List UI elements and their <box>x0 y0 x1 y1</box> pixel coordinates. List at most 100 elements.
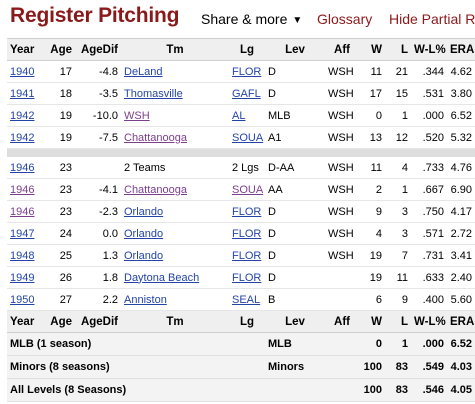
col-header-year[interactable]: Year <box>7 310 43 333</box>
aff-cell: WSH <box>325 200 359 223</box>
league-link[interactable]: FLOR <box>232 271 262 284</box>
col-header-agedif[interactable]: AgeDif <box>75 310 121 333</box>
league-link[interactable]: GAFL <box>232 87 261 100</box>
agedif-cell: 1.8 <box>75 266 121 289</box>
register-pitching-table: Year Age AgeDif Tm Lg Lev Aff W L W-L% E… <box>7 38 475 402</box>
wlpct-cell: .731 <box>411 244 447 267</box>
year-link[interactable]: 1942 <box>10 109 35 122</box>
losses-cell: 9 <box>385 288 411 311</box>
col-header-aff[interactable]: Aff <box>325 38 359 61</box>
age-cell: 17 <box>43 60 75 83</box>
league-link[interactable]: FLOR <box>232 205 262 218</box>
col-header-tm[interactable]: Tm <box>121 310 229 333</box>
year-link[interactable]: 1941 <box>10 87 35 100</box>
col-header-agedif[interactable]: AgeDif <box>75 38 121 61</box>
col-header-lg[interactable]: Lg <box>229 38 265 61</box>
col-header-aff[interactable]: Aff <box>325 310 359 333</box>
glossary-link[interactable]: Glossary <box>317 11 373 27</box>
league-link[interactable]: SOUA <box>232 183 264 196</box>
col-header-wlpct[interactable]: W-L% <box>411 38 447 61</box>
losses-cell: 1 <box>385 104 411 127</box>
year-link[interactable]: 1948 <box>10 249 35 262</box>
wins-cell: 9 <box>359 200 385 223</box>
level-cell: B <box>265 288 325 311</box>
agedif-cell: 2.2 <box>75 288 121 311</box>
col-header-year[interactable]: Year <box>7 38 43 61</box>
league-link[interactable]: AL <box>232 109 246 122</box>
col-header-era[interactable]: ERA <box>447 38 475 61</box>
table-footer-header-row: Year Age AgeDif Tm Lg Lev Aff W L W-L% E… <box>7 310 475 333</box>
col-header-lev[interactable]: Lev <box>265 310 325 333</box>
col-header-tm[interactable]: Tm <box>121 38 229 61</box>
team-link[interactable]: Daytona Beach <box>124 271 200 284</box>
totals-aff <box>325 378 359 402</box>
level-cell: AA <box>265 178 325 201</box>
page-title: Register Pitching <box>10 4 180 27</box>
aff-cell: WSH <box>325 157 359 179</box>
col-header-lev[interactable]: Lev <box>265 38 325 61</box>
year-link[interactable]: 1940 <box>10 65 35 78</box>
col-header-age[interactable]: Age <box>43 38 75 61</box>
level-cell: D <box>265 244 325 267</box>
col-header-w[interactable]: W <box>359 38 385 61</box>
share-more-menu[interactable]: Share & more ▼ <box>201 11 302 27</box>
wlpct-cell: .750 <box>411 200 447 223</box>
agedif-cell <box>75 157 121 179</box>
team-link[interactable]: DeLand <box>124 65 163 78</box>
totals-era: 4.03 <box>447 355 475 379</box>
share-more-label: Share & more <box>201 11 288 27</box>
team-link[interactable]: Chattanooga <box>124 183 187 196</box>
table-row: 1947 24 0.0 Orlando FLOR D WSH 4 3 .571 … <box>7 222 475 245</box>
totals-aff <box>325 332 359 356</box>
agedif-cell: -7.5 <box>75 126 121 149</box>
age-cell: 27 <box>43 288 75 311</box>
league-link[interactable]: FLOR <box>232 227 262 240</box>
col-header-w[interactable]: W <box>359 310 385 333</box>
year-link[interactable]: 1950 <box>10 293 35 306</box>
wlpct-cell: .667 <box>411 178 447 201</box>
league-link[interactable]: SOUA <box>232 131 264 144</box>
year-link[interactable]: 1949 <box>10 271 35 284</box>
year-link[interactable]: 1946 <box>10 183 35 196</box>
year-link[interactable]: 1946 <box>10 205 35 218</box>
team-link[interactable]: WSH <box>124 109 150 122</box>
totals-label: All Levels (8 Seasons) <box>7 378 265 402</box>
age-cell: 26 <box>43 266 75 289</box>
era-cell: 6.52 <box>447 104 475 127</box>
level-cell: MLB <box>265 104 325 127</box>
league-link[interactable]: SEAL <box>232 293 261 306</box>
team-link[interactable]: Thomasville <box>124 87 183 100</box>
totals-wins: 100 <box>359 378 385 402</box>
team-link[interactable]: Orlando <box>124 249 164 262</box>
wlpct-cell: .344 <box>411 60 447 83</box>
col-header-era[interactable]: ERA <box>447 310 475 333</box>
era-cell: 4.76 <box>447 157 475 179</box>
league-link[interactable]: FLOR <box>232 65 262 78</box>
col-header-age[interactable]: Age <box>43 310 75 333</box>
hide-partial-rows-link[interactable]: Hide Partial R <box>389 11 475 27</box>
era-cell: 3.80 <box>447 82 475 105</box>
year-link[interactable]: 1942 <box>10 131 35 144</box>
year-link[interactable]: 1946 <box>10 161 35 174</box>
losses-cell: 15 <box>385 82 411 105</box>
year-link[interactable]: 1947 <box>10 227 35 240</box>
col-header-wlpct[interactable]: W-L% <box>411 310 447 333</box>
col-header-l[interactable]: L <box>385 38 411 61</box>
col-header-lg[interactable]: Lg <box>229 310 265 333</box>
team-link[interactable]: Orlando <box>124 227 164 240</box>
losses-cell: 3 <box>385 200 411 223</box>
losses-cell: 21 <box>385 60 411 83</box>
team-link[interactable]: Chattanooga <box>124 131 187 144</box>
era-cell: 4.62 <box>447 60 475 83</box>
table-row: 1946 23 -4.1 Chattanooga SOUA AA WSH 2 1… <box>7 178 475 201</box>
age-cell: 19 <box>43 104 75 127</box>
col-header-l[interactable]: L <box>385 310 411 333</box>
team-link[interactable]: Orlando <box>124 205 164 218</box>
table-row: 1946 23 2 Teams 2 Lgs D-AA WSH 11 4 .733… <box>7 157 475 179</box>
team-link[interactable]: Anniston <box>124 293 167 306</box>
aff-cell: WSH <box>325 126 359 149</box>
losses-cell: 11 <box>385 266 411 289</box>
wlpct-cell: .531 <box>411 82 447 105</box>
league-link[interactable]: FLOR <box>232 249 262 262</box>
era-cell: 2.72 <box>447 222 475 245</box>
